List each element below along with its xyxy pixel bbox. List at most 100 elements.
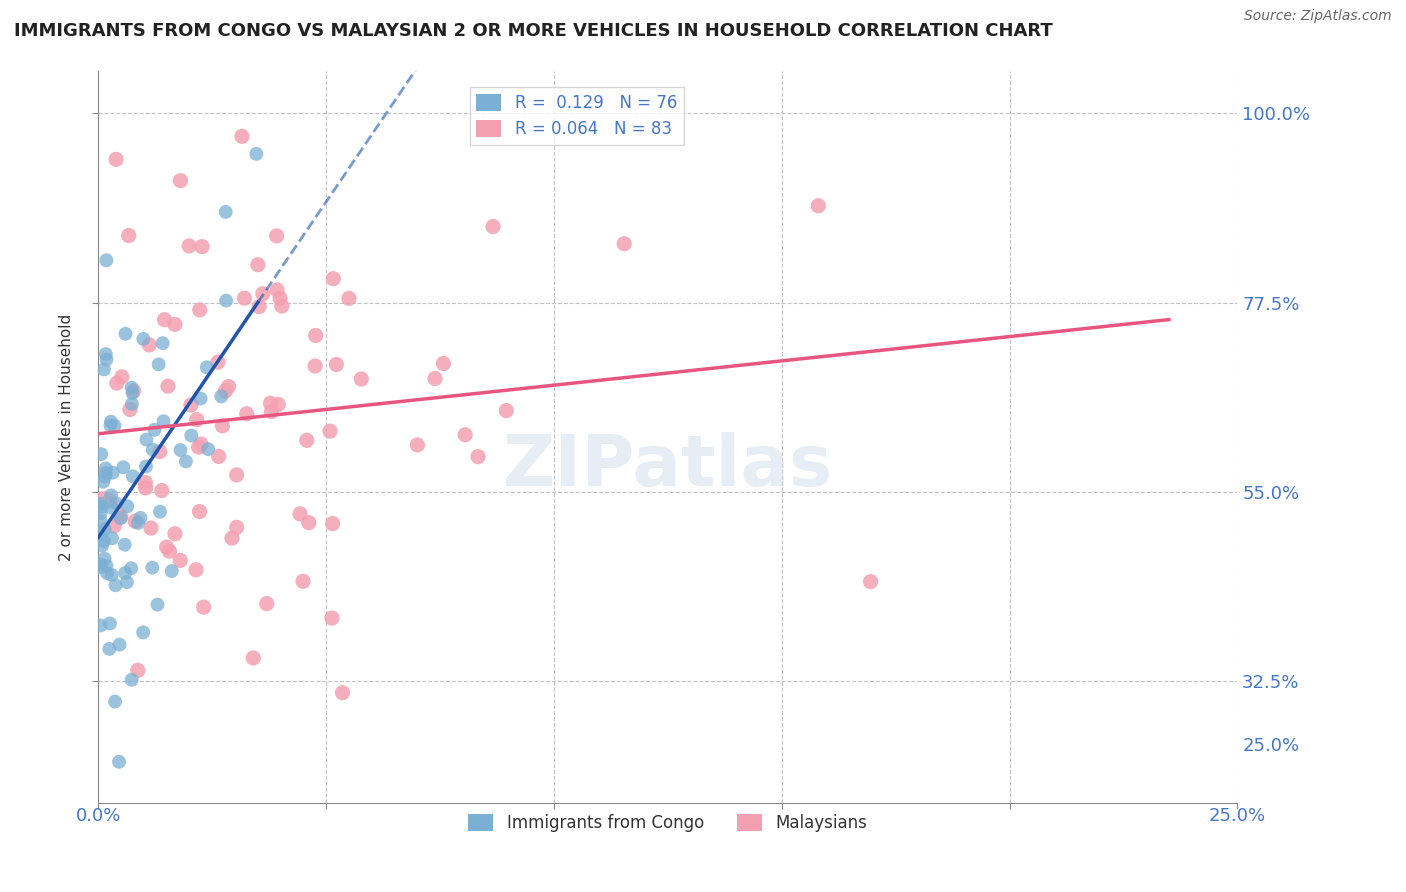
Point	[350, 372, 373, 386]
Point	[169, 443, 191, 458]
Point	[193, 600, 215, 615]
Point	[101, 466, 124, 480]
Point	[114, 538, 136, 552]
Point	[169, 553, 191, 567]
Point	[121, 381, 143, 395]
Point	[104, 694, 127, 708]
Point	[138, 338, 160, 352]
Point	[298, 516, 321, 530]
Point	[295, 434, 318, 448]
Point	[169, 174, 191, 188]
Point	[218, 379, 240, 393]
Point	[423, 371, 446, 385]
Point	[100, 567, 122, 582]
Point	[129, 511, 152, 525]
Point	[105, 376, 128, 391]
Point	[233, 291, 256, 305]
Point	[96, 566, 118, 581]
Point	[114, 326, 136, 341]
Point	[104, 578, 127, 592]
Point	[150, 483, 173, 498]
Point	[482, 219, 505, 234]
Point	[267, 397, 290, 411]
Point	[152, 414, 174, 428]
Y-axis label: 2 or more Vehicles in Household: 2 or more Vehicles in Household	[59, 313, 75, 561]
Point	[467, 450, 489, 464]
Point	[100, 418, 122, 433]
Point	[121, 397, 143, 411]
Point	[259, 396, 281, 410]
Point	[211, 418, 233, 433]
Point	[98, 641, 121, 656]
Point	[180, 428, 202, 442]
Point	[252, 286, 274, 301]
Point	[186, 413, 208, 427]
Point	[94, 461, 117, 475]
Point	[94, 466, 117, 480]
Point	[112, 460, 135, 475]
Point	[98, 616, 121, 631]
Point	[221, 531, 243, 545]
Point	[245, 146, 267, 161]
Point	[163, 526, 186, 541]
Point	[197, 442, 219, 456]
Point	[859, 574, 882, 589]
Legend: Immigrants from Congo, Malaysians: Immigrants from Congo, Malaysians	[461, 807, 875, 838]
Point	[117, 500, 139, 514]
Point	[118, 402, 141, 417]
Point	[90, 514, 112, 528]
Point	[115, 575, 138, 590]
Point	[337, 291, 360, 305]
Point	[160, 564, 183, 578]
Point	[146, 598, 169, 612]
Point	[111, 369, 134, 384]
Point	[90, 526, 112, 541]
Point	[179, 239, 201, 253]
Point	[159, 544, 181, 558]
Point	[90, 618, 112, 632]
Point	[134, 475, 156, 490]
Point	[124, 514, 146, 528]
Point	[195, 360, 218, 375]
Point	[127, 516, 149, 530]
Point	[105, 496, 128, 510]
Point	[406, 438, 429, 452]
Point	[321, 611, 343, 625]
Point	[114, 566, 136, 580]
Point	[143, 423, 166, 437]
Point	[322, 271, 344, 285]
Point	[122, 384, 145, 398]
Point	[148, 357, 170, 371]
Point	[190, 392, 212, 406]
Point	[93, 522, 115, 536]
Point	[191, 239, 214, 253]
Point	[184, 563, 207, 577]
Text: ZIPatlas: ZIPatlas	[503, 432, 832, 500]
Point	[215, 293, 238, 308]
Point	[98, 493, 121, 508]
Point	[90, 500, 112, 514]
Point	[94, 347, 117, 361]
Point	[180, 398, 202, 412]
Point	[247, 300, 270, 314]
Point	[90, 497, 112, 511]
Point	[187, 440, 209, 454]
Point	[304, 359, 326, 373]
Point	[163, 318, 186, 332]
Point	[269, 291, 291, 305]
Point	[260, 404, 283, 418]
Point	[807, 199, 830, 213]
Point	[141, 560, 163, 574]
Point	[495, 403, 517, 417]
Point	[110, 511, 132, 525]
Point	[454, 427, 477, 442]
Point	[90, 506, 112, 520]
Point	[613, 236, 636, 251]
Point	[225, 520, 247, 534]
Point	[120, 561, 142, 575]
Point	[156, 540, 179, 554]
Point	[94, 469, 117, 483]
Point	[100, 488, 122, 502]
Point	[93, 362, 115, 376]
Point	[270, 299, 292, 313]
